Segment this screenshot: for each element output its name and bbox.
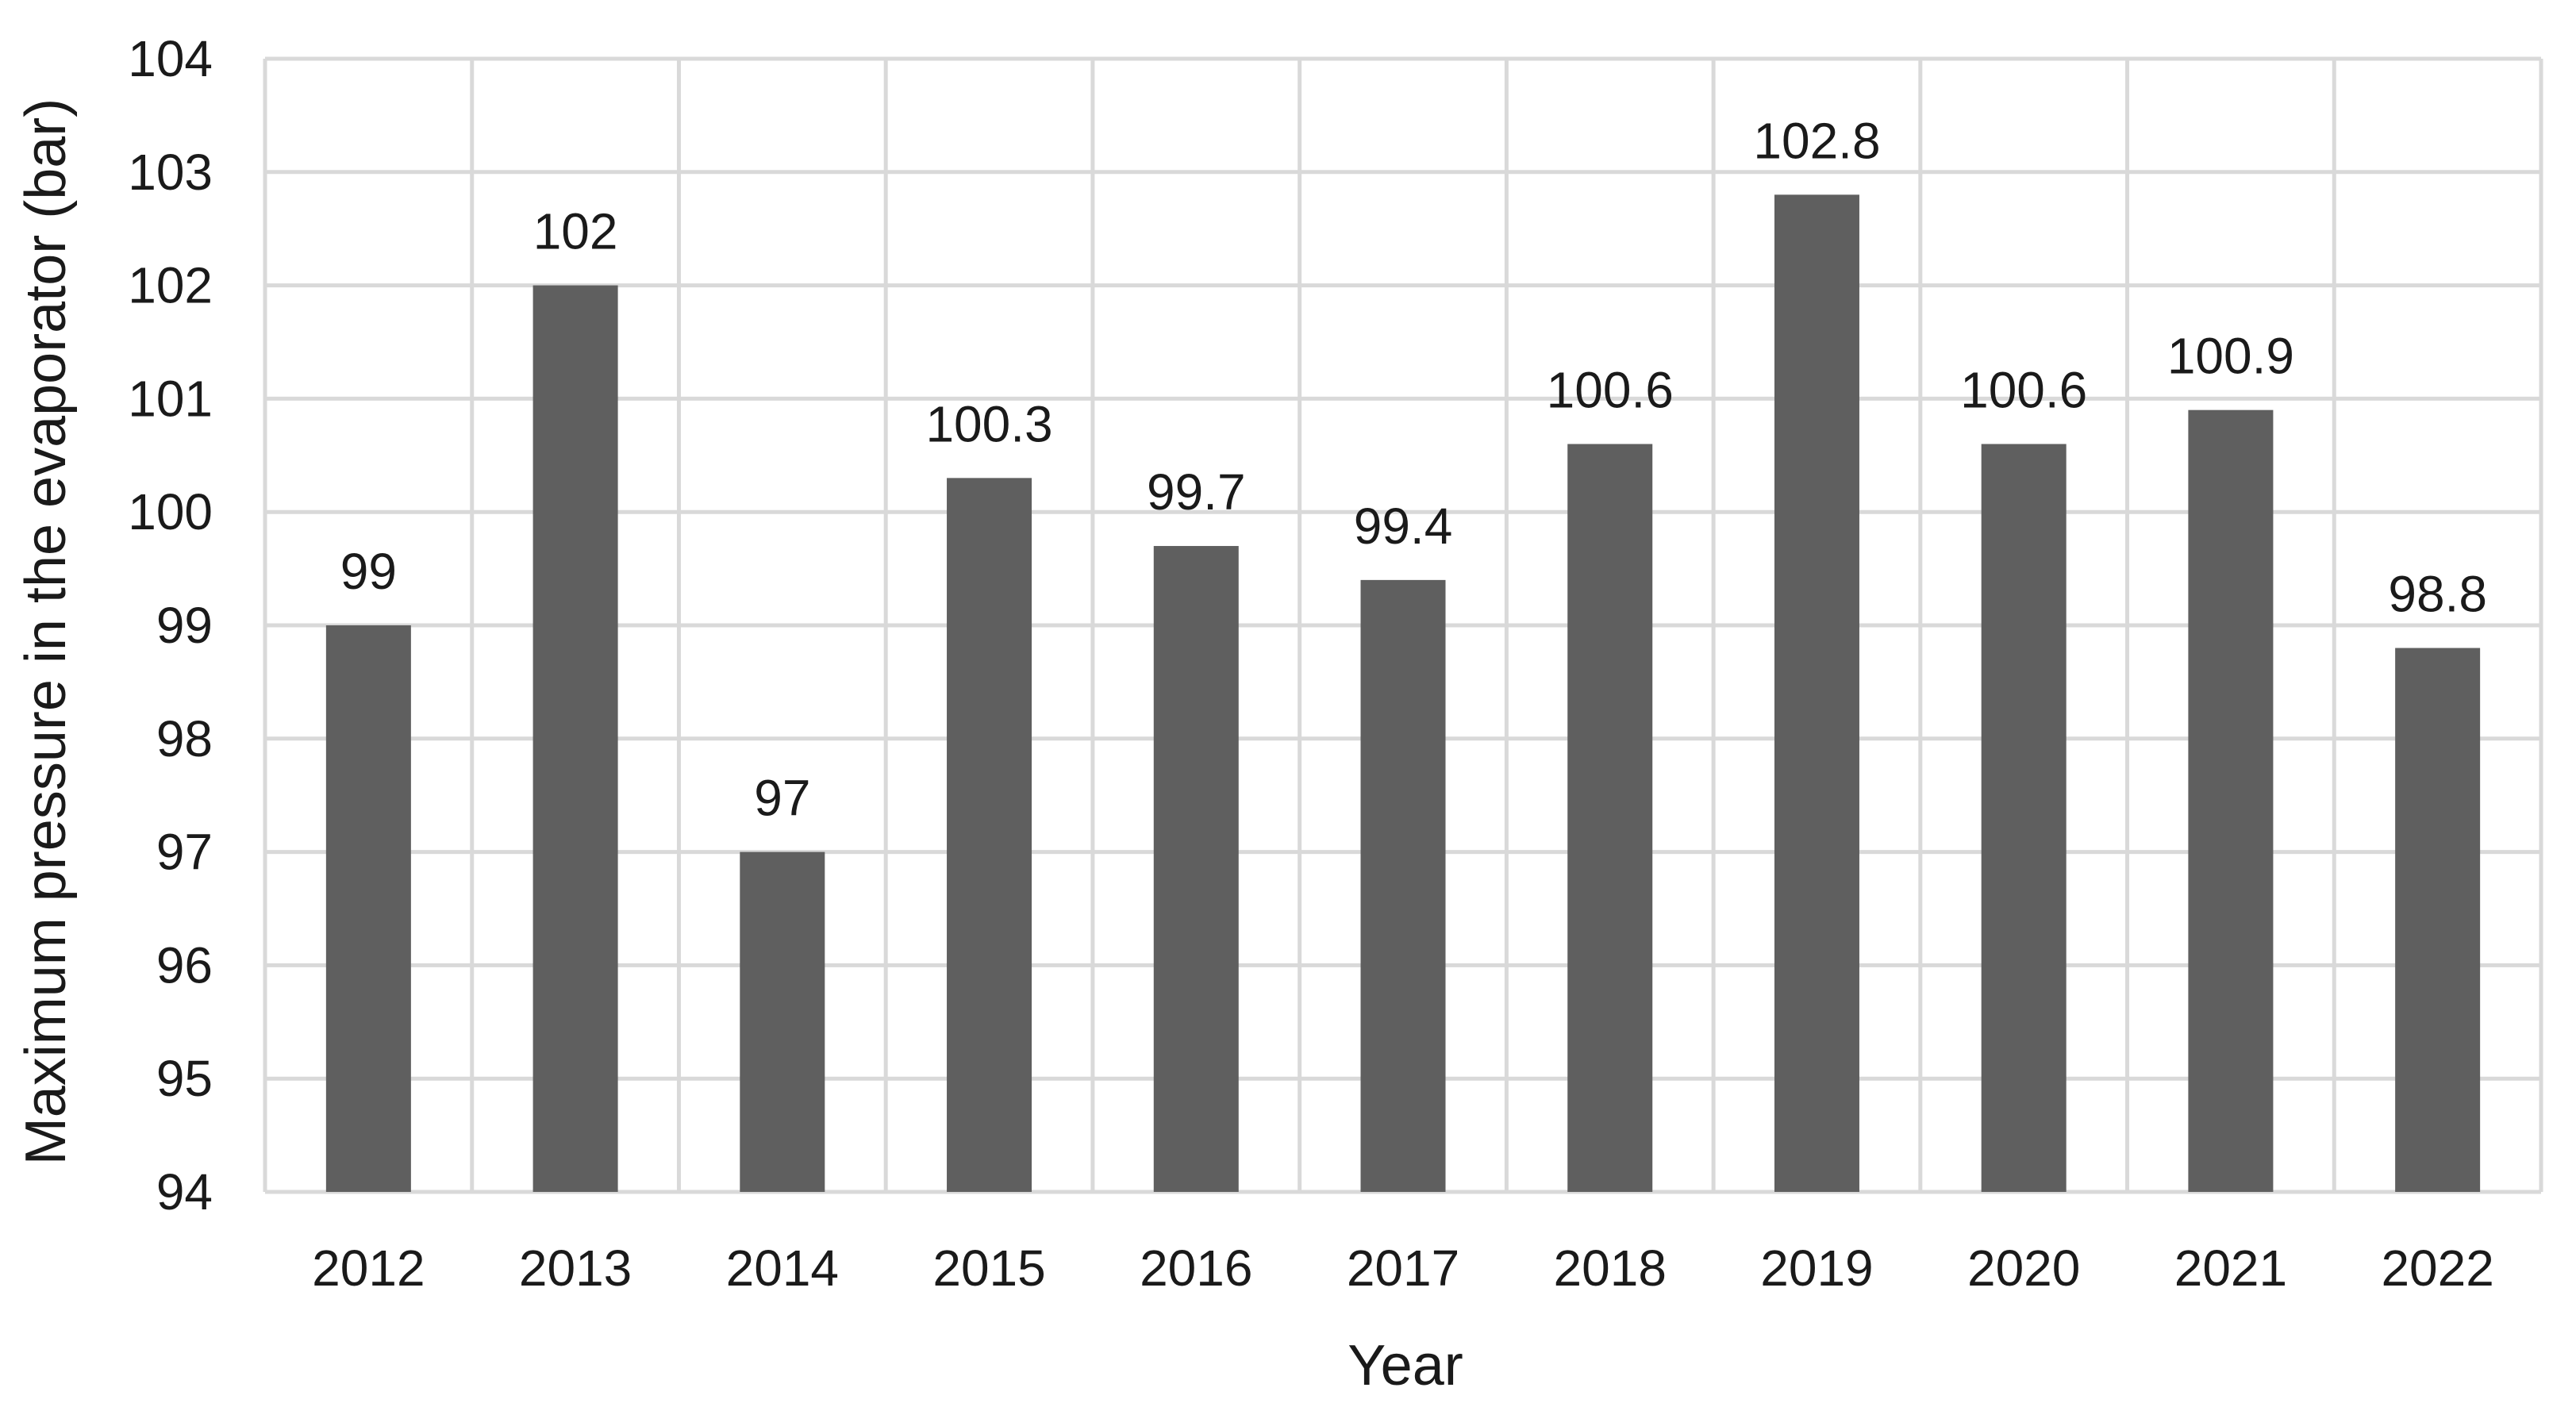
bar-2015: [947, 478, 1032, 1192]
x-tick-label: 2015: [932, 1240, 1045, 1297]
data-label-2020: 100.6: [1960, 362, 2087, 419]
y-tick-label: 104: [128, 30, 213, 87]
bar-2016: [1153, 546, 1239, 1192]
x-tick-label: 2017: [1347, 1240, 1459, 1297]
data-label-2016: 99.7: [1147, 463, 1246, 521]
bar-2013: [533, 285, 618, 1193]
x-tick-label: 2012: [312, 1240, 425, 1297]
x-tick-label: 2021: [2174, 1240, 2287, 1297]
bar-2017: [1360, 579, 1446, 1192]
x-tick-label: 2018: [1554, 1240, 1667, 1297]
bar-2021: [2188, 409, 2274, 1192]
bar-2022: [2395, 648, 2481, 1192]
y-tick-label: 94: [156, 1163, 213, 1220]
y-axis-title: Maximum pressure in the evaporator (bar): [14, 98, 78, 1166]
x-tick-label: 2013: [519, 1240, 632, 1297]
y-tick-label: 101: [128, 370, 213, 427]
x-tick-label: 2014: [726, 1240, 839, 1297]
y-tick-label: 96: [156, 936, 213, 994]
y-tick-label: 100: [128, 483, 213, 540]
y-axis-ticks: 94 95 96 97 98 99 100 101 102 103 104: [128, 30, 213, 1220]
bar-2014: [740, 851, 825, 1192]
data-label-2013: 102: [533, 203, 618, 260]
y-tick-label: 98: [156, 710, 213, 767]
y-tick-label: 103: [128, 144, 213, 201]
gridlines: [263, 56, 2543, 1194]
bar-2020: [1981, 444, 2067, 1192]
data-label-2015: 100.3: [925, 395, 1052, 452]
x-axis-title: Year: [1348, 1334, 1463, 1397]
y-tick-label: 102: [128, 257, 213, 314]
x-tick-label: 2022: [2381, 1240, 2493, 1297]
x-tick-label: 2016: [1140, 1240, 1252, 1297]
x-axis-ticks: 2012 2013 2014 2015 2016 2017 2018 2019 2020 2021…: [312, 1240, 2494, 1297]
data-label-2019: 102.8: [1753, 112, 1880, 169]
data-label-2021: 100.9: [2167, 328, 2294, 385]
y-tick-label: 99: [156, 597, 213, 654]
data-label-2014: 97: [754, 770, 810, 827]
y-tick-label: 95: [156, 1050, 213, 1107]
y-tick-label: 97: [156, 824, 213, 881]
data-label-2022: 98.8: [2388, 566, 2487, 623]
data-labels: 99 102 97 100.3 99.7 99.4 100.6 102.8 100.6 100.9…: [340, 112, 2487, 826]
bar-2012: [325, 625, 411, 1192]
bars: [325, 194, 2481, 1193]
bar-2019: [1774, 194, 1859, 1193]
data-label-2017: 99.4: [1354, 498, 1453, 555]
bar-2018: [1567, 444, 1653, 1192]
data-label-2018: 100.6: [1547, 362, 1674, 419]
x-tick-label: 2020: [1967, 1240, 2080, 1297]
data-label-2012: 99: [340, 543, 397, 600]
x-tick-label: 2019: [1760, 1240, 1873, 1297]
